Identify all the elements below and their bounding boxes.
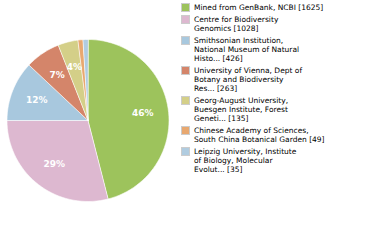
html-text:Mined from GenBank, NCBI [1625: Mined from GenBank, NCBI [1625] [194,3,324,12]
html-text:Smithsonian Institution, Natio: Smithsonian Institution, National Museum… [194,36,300,63]
svg-text:4%: 4% [67,62,82,72]
svg-text:7%: 7% [49,70,64,80]
html-text:Centre for Biodiversity Genomi: Centre for Biodiversity Genomics [1028] [194,15,279,33]
html-text:Georg-August University, Buesg: Georg-August University, Buesgen Institu… [194,96,289,123]
html-text:Chinese Academy of Sciences, S: Chinese Academy of Sciences, South China… [194,126,325,144]
html-text:Leipzig University, Institute: Leipzig University, Institute of Biology… [194,147,297,174]
svg-text:29%: 29% [43,159,65,169]
svg-text:12%: 12% [26,95,48,105]
html-text:University of Vienna, Dept of: University of Vienna, Dept of Botany and… [194,66,303,93]
svg-text:46%: 46% [132,108,154,118]
